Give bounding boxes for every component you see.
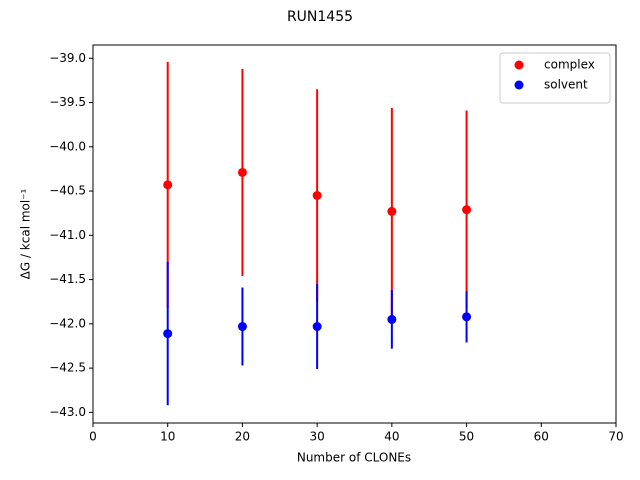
point [312, 322, 322, 332]
legend-marker [514, 60, 524, 70]
x-tick-label: 20 [235, 430, 250, 444]
y-tick-label: −40.5 [49, 184, 86, 198]
point [462, 205, 472, 215]
point [462, 312, 472, 322]
legend-marker [514, 80, 524, 90]
x-axis-label: Number of CLONEs [297, 451, 411, 465]
point [312, 190, 322, 200]
y-tick-label: −41.5 [49, 272, 86, 286]
x-tick-label: 30 [310, 430, 325, 444]
plot-frame [92, 44, 617, 424]
y-tick-label: −42.5 [49, 361, 86, 375]
x-tick-label: 0 [89, 430, 97, 444]
x-tick-label: 60 [534, 430, 549, 444]
point [163, 329, 173, 339]
legend-box [499, 52, 611, 104]
y-tick-label: −42.0 [49, 316, 86, 330]
legend-label: complex [544, 58, 595, 72]
x-tick-label: 10 [160, 430, 175, 444]
y-tick-label: −39.5 [49, 95, 86, 109]
y-tick-label: −43.0 [49, 405, 86, 419]
legend-label: solvent [544, 78, 588, 92]
point [387, 206, 397, 216]
x-tick-label: 40 [384, 430, 399, 444]
y-tick-label: −41.0 [49, 228, 86, 242]
point [237, 322, 247, 332]
y-tick-label: −39.0 [49, 51, 86, 65]
point [237, 167, 247, 177]
x-tick-label: 50 [459, 430, 474, 444]
x-tick-label: 70 [608, 430, 623, 444]
point [387, 314, 397, 324]
point [163, 180, 173, 190]
y-axis-label: ΔG / kcal mol⁻¹ [19, 188, 33, 279]
y-tick-label: −40.0 [49, 139, 86, 153]
chart-title: RUN1455 [287, 9, 353, 25]
